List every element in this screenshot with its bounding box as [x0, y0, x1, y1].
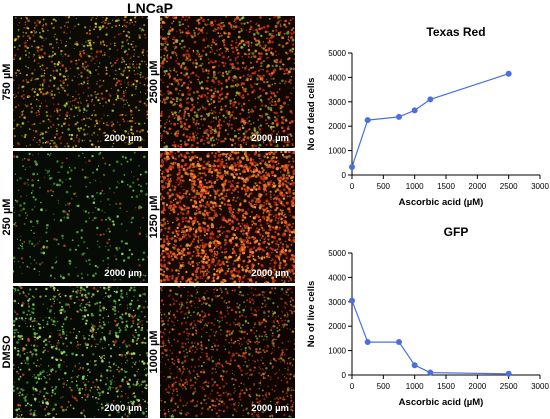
x-tick-label: 2500	[500, 382, 518, 391]
micrograph-image	[160, 16, 295, 148]
micrograph-image	[13, 151, 148, 283]
label-2500: 2500 µM	[148, 60, 160, 104]
gfp-chart: GFP 0 500 1000 1500 2000 2500 3000 0 1000 2000 3000…	[306, 225, 549, 408]
data-point	[349, 163, 355, 170]
x-tick-label: 3000	[531, 182, 549, 191]
series-line	[351, 300, 509, 375]
scale-bar-label: 2000 µm	[251, 403, 289, 414]
label-750: 750 µM	[1, 63, 13, 101]
label-1000: 1000 µM	[148, 330, 160, 374]
y-tick-label: 1000	[328, 347, 346, 356]
data-point	[364, 339, 371, 346]
label-250: 250 µM	[1, 198, 13, 236]
chart-title: Texas Red	[426, 25, 485, 39]
x-tick-label: 1000	[406, 182, 424, 191]
micrograph-1000: 2000 µm	[160, 286, 295, 418]
scale-bar-label: 2000 µm	[104, 268, 142, 279]
y-tick-label: 0	[342, 371, 347, 380]
scale-bar-label: 2000 µm	[104, 403, 142, 414]
x-tick-label: 0	[350, 382, 355, 391]
scale-bar-label: 2000 µm	[251, 268, 289, 279]
x-tick-label: 1000	[406, 382, 424, 391]
x-tick-label: 500	[377, 182, 391, 191]
label-dmso: DMSO	[1, 335, 13, 369]
data-point	[396, 339, 402, 346]
x-tick-label: 3000	[531, 382, 549, 391]
y-tick-label: 1000	[328, 147, 346, 156]
x-tick-label: 1500	[437, 382, 455, 391]
x-tick-label: 2000	[468, 182, 486, 191]
data-point	[364, 117, 371, 124]
y-tick-label: 5000	[328, 249, 346, 258]
micrograph-image	[13, 16, 148, 148]
data-point	[505, 370, 512, 377]
micrograph-dmso: 2000 µm	[13, 286, 148, 418]
x-tick-label: 2500	[500, 182, 518, 191]
data-point	[396, 113, 402, 120]
y-tick-label: 3000	[328, 98, 346, 107]
figure-title: LNCaP	[127, 0, 173, 16]
x-tick-label: 0	[350, 182, 355, 191]
data-point	[349, 297, 355, 304]
scale-bar-label: 2000 µm	[251, 133, 289, 144]
data-point	[427, 96, 434, 103]
y-tick-label: 0	[342, 171, 347, 180]
scale-bar-label: 2000 µm	[104, 133, 142, 144]
x-axis-label: Ascorbic acid (µM)	[399, 197, 484, 208]
y-tick-label: 5000	[328, 49, 346, 58]
y-tick-label: 2000	[328, 122, 346, 131]
data-point	[505, 70, 512, 77]
micrograph-1250: 2000 µm	[160, 151, 295, 283]
data-point	[427, 369, 434, 376]
x-tick-label: 1500	[437, 182, 455, 191]
micrograph-image	[13, 286, 148, 418]
series-line	[351, 73, 509, 168]
y-tick-label: 3000	[328, 298, 346, 307]
micrograph-750: 2000 µm	[13, 16, 148, 148]
y-tick-label: 2000	[328, 322, 346, 331]
y-tick-label: 4000	[328, 73, 346, 82]
data-point	[411, 362, 418, 369]
x-tick-label: 2000	[468, 382, 486, 391]
chart-title: GFP	[444, 225, 469, 239]
x-axis-label: Ascorbic acid (µM)	[399, 397, 484, 408]
micrograph-2500: 2000 µm	[160, 16, 295, 148]
texas-red-chart: Texas Red 0 500 1000 1500 2000 2500 3000 0 1000 20…	[306, 25, 549, 208]
y-axis-label: No of live cells	[306, 281, 317, 348]
micrograph-image	[160, 151, 295, 283]
micrograph-250: 2000 µm	[13, 151, 148, 283]
micrograph-image	[160, 286, 295, 418]
data-point	[411, 107, 418, 114]
y-tick-label: 4000	[328, 273, 346, 282]
x-tick-label: 500	[377, 382, 391, 391]
label-1250: 1250 µM	[148, 195, 160, 239]
y-axis-label: No of dead cells	[306, 78, 317, 151]
